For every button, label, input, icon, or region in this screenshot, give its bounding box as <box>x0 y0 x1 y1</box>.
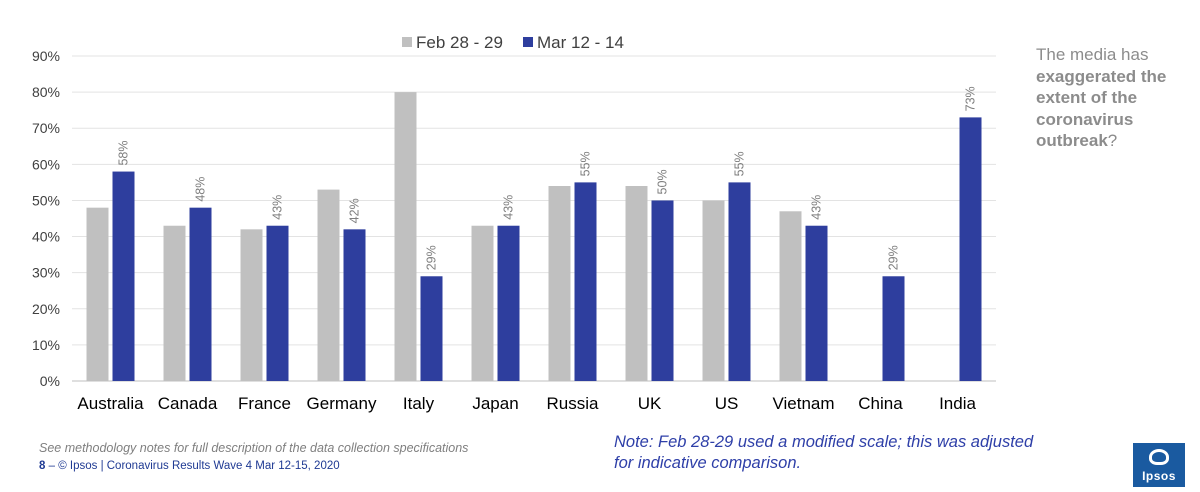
bar-germany-mar-12-14 <box>343 229 366 381</box>
bar-france-feb-28-29 <box>240 229 263 381</box>
bar-us-mar-12-14 <box>728 182 751 381</box>
x-tick-label-uk: UK <box>638 394 662 413</box>
y-tick-label: 60% <box>32 156 60 172</box>
y-tick-label: 30% <box>32 265 60 281</box>
ipsos-logo-icon <box>1149 449 1169 465</box>
legend-swatch-feb-28-29 <box>402 37 412 47</box>
y-tick-label: 80% <box>32 84 60 100</box>
side-question-bold: exaggerated the extent of the coronaviru… <box>1036 66 1167 151</box>
footer-credit: 8 – © Ipsos | Coronavirus Results Wave 4… <box>39 460 340 472</box>
bar-india-mar-12-14 <box>959 117 982 381</box>
bar-vietnam-feb-28-29 <box>779 211 802 381</box>
legend: Feb 28 - 29 Mar 12 - 14 <box>402 33 624 52</box>
bar-japan-feb-28-29 <box>471 225 494 381</box>
x-tick-label-canada: Canada <box>158 394 218 413</box>
x-tick-label-us: US <box>715 394 739 413</box>
bar-canada-feb-28-29 <box>163 225 186 381</box>
data-label-vietnam: 43% <box>810 195 824 220</box>
y-tick-label: 10% <box>32 337 60 353</box>
ipsos-logo-text: Ipsos <box>1142 469 1176 483</box>
bar-uk-feb-28-29 <box>625 186 648 381</box>
bar-china-mar-12-14 <box>882 276 905 381</box>
side-question-prefix: The media has <box>1036 45 1149 64</box>
data-labels: 58% 48% 43% 42% 29% 43% 55% 50% 55% 43% 29% 73% <box>117 86 978 270</box>
data-label-us: 55% <box>733 151 747 176</box>
page-number: 8 <box>39 460 46 472</box>
scale-note: Note: Feb 28-29 used a modified scale; t… <box>614 433 1034 472</box>
footer-credit-text: © Ipsos | Coronavirus Results Wave 4 Mar… <box>58 460 340 472</box>
ipsos-logo: Ipsos <box>1133 443 1185 487</box>
x-axis: Australia Canada France Germany Italy Japan Ru… <box>77 394 976 413</box>
data-label-india: 73% <box>964 86 978 111</box>
bar-italy-feb-28-29 <box>394 92 417 381</box>
x-tick-label-japan: Japan <box>472 394 518 413</box>
data-label-australia: 58% <box>117 141 131 166</box>
x-tick-label-france: France <box>238 394 291 413</box>
x-tick-label-germany: Germany <box>307 394 377 413</box>
bar-australia-feb-28-29 <box>86 207 109 381</box>
bar-australia-mar-12-14 <box>112 171 135 381</box>
data-label-france: 43% <box>271 195 285 220</box>
x-tick-label-australia: Australia <box>77 394 144 413</box>
bar-chart: 58% 48% 43% 42% 29% 43% 55% 50% 55% 43% 29% 73% 0% 1… <box>32 33 996 413</box>
x-tick-label-china: China <box>858 394 903 413</box>
side-question-suffix: ? <box>1107 131 1118 150</box>
data-label-china: 29% <box>887 245 901 270</box>
y-tick-label: 20% <box>32 301 60 317</box>
x-tick-label-italy: Italy <box>403 394 435 413</box>
methodology-note: See methodology notes for full descripti… <box>39 441 469 455</box>
bar-italy-mar-12-14 <box>420 276 443 381</box>
y-tick-label: 50% <box>32 192 60 208</box>
bar-russia-feb-28-29 <box>548 186 571 381</box>
bar-france-mar-12-14 <box>266 225 289 381</box>
y-tick-label: 0% <box>40 373 60 389</box>
x-tick-label-vietnam: Vietnam <box>772 394 834 413</box>
side-question: The media has exaggerated the extent of … <box>1036 44 1186 152</box>
data-label-germany: 42% <box>348 198 362 223</box>
y-axis: 0% 10% 20% 30% 40% 50% 60% 70% 80% 90% <box>32 48 60 389</box>
bars <box>86 92 982 381</box>
data-label-canada: 48% <box>194 177 208 202</box>
gridlines <box>72 55 996 382</box>
x-tick-label-india: India <box>939 394 976 413</box>
legend-swatch-mar-12-14 <box>523 37 533 47</box>
y-tick-label: 70% <box>32 120 60 136</box>
legend-label-mar-12-14: Mar 12 - 14 <box>537 33 624 52</box>
x-tick-label-russia: Russia <box>547 394 600 413</box>
bar-canada-mar-12-14 <box>189 207 212 381</box>
bar-uk-mar-12-14 <box>651 200 674 381</box>
bar-japan-mar-12-14 <box>497 225 520 381</box>
legend-label-feb-28-29: Feb 28 - 29 <box>416 33 503 52</box>
y-tick-label: 90% <box>32 48 60 64</box>
data-label-uk: 50% <box>656 169 670 194</box>
data-label-italy: 29% <box>425 245 439 270</box>
bar-vietnam-mar-12-14 <box>805 225 828 381</box>
bar-germany-feb-28-29 <box>317 189 340 381</box>
data-label-russia: 55% <box>579 151 593 176</box>
bar-russia-mar-12-14 <box>574 182 597 381</box>
y-tick-label: 40% <box>32 229 60 245</box>
footer-dash: – <box>48 460 56 472</box>
bar-us-feb-28-29 <box>702 200 725 381</box>
data-label-japan: 43% <box>502 195 516 220</box>
